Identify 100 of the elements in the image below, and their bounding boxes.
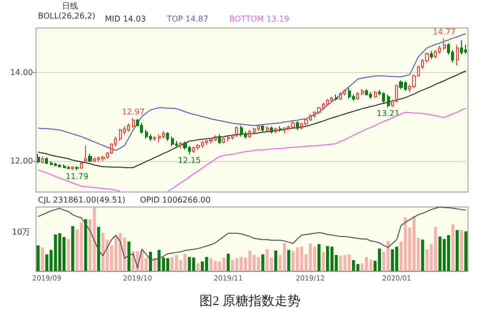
bar [118, 233, 122, 271]
candlestick [84, 144, 87, 162]
bar [256, 256, 260, 271]
candlestick [434, 50, 437, 59]
candlestick [399, 80, 403, 90]
candlestick [356, 92, 359, 100]
candlestick [456, 44, 459, 66]
annotation: 14.77 [432, 28, 456, 37]
bar [451, 224, 454, 271]
candlestick [132, 117, 135, 128]
candlestick [119, 128, 122, 142]
candlestick [37, 153, 40, 164]
candlestick [330, 96, 333, 103]
bar [412, 216, 416, 271]
line-series [38, 70, 466, 168]
text: BOTTOM 13.19 [229, 14, 290, 24]
candlestick [101, 155, 105, 162]
candlestick [54, 162, 57, 167]
y-tick-label: 14.00 [10, 68, 33, 77]
candlestick [296, 120, 299, 130]
candlestick [261, 124, 264, 133]
candlestick [175, 140, 178, 148]
bar [322, 252, 325, 271]
text: OPID 1006266.00 [140, 196, 211, 204]
bar [66, 239, 70, 271]
candlestick [166, 132, 169, 142]
candlestick [218, 134, 221, 145]
bar [222, 258, 226, 271]
candlestick [253, 127, 256, 134]
candlestick [343, 88, 346, 96]
text: MID 14.03 [105, 14, 146, 24]
text: 图2 原糖指数走势 [200, 293, 300, 308]
candlestick [274, 127, 277, 134]
bar [339, 256, 342, 271]
candlestick [162, 130, 165, 140]
candlestick [270, 126, 273, 134]
text: 10万 [12, 228, 30, 236]
candlestick [196, 144, 200, 150]
bar [45, 254, 48, 271]
bar [369, 259, 372, 271]
candlestick [93, 156, 96, 163]
annotation: 13.21 [376, 108, 400, 118]
candlestick [279, 126, 282, 132]
text: TOP 14.87 [166, 14, 208, 24]
text: CJL 231861.00(49.51) [38, 196, 126, 204]
candlestick [63, 164, 66, 169]
candlestick [179, 142, 182, 150]
bar [158, 250, 161, 271]
candlestick [67, 165, 70, 170]
text: BOLL(26,26,2) [38, 12, 96, 20]
candlestick [257, 124, 260, 132]
bar [266, 249, 269, 271]
candlestick [395, 84, 398, 103]
bar [326, 246, 330, 271]
bar [170, 256, 174, 271]
bar [200, 261, 204, 271]
annotation: 11.79 [66, 172, 88, 181]
candlestick [266, 126, 269, 132]
bar [140, 251, 144, 271]
candlestick [88, 153, 92, 162]
candlestick [335, 94, 338, 102]
bar [40, 247, 44, 271]
candlestick [209, 137, 213, 144]
bar [282, 242, 286, 271]
candlestick [365, 88, 368, 96]
candlestick [45, 156, 48, 165]
bar [153, 258, 156, 271]
candlestick [326, 98, 329, 106]
bar [395, 246, 398, 271]
candlestick [460, 40, 463, 56]
bar [460, 230, 464, 271]
bar [192, 258, 196, 271]
bar [226, 254, 230, 271]
text: 日线 [62, 2, 78, 10]
candlestick [291, 120, 295, 129]
bar [214, 260, 217, 271]
bar [240, 256, 243, 271]
candlestick [317, 106, 321, 114]
candlestick [171, 136, 174, 147]
candlestick [50, 160, 53, 166]
candlestick [304, 118, 308, 126]
bar [356, 264, 360, 271]
candlestick [127, 122, 130, 132]
candlestick [248, 129, 251, 138]
annotation: 12.97 [122, 107, 145, 116]
candlestick [283, 126, 286, 134]
candlestick [374, 90, 377, 99]
bar [300, 246, 304, 271]
bar [292, 251, 295, 271]
bar [196, 263, 200, 271]
bar [456, 230, 459, 271]
candlestick [348, 87, 351, 100]
bar [58, 233, 62, 271]
y-tick-label: 12.00 [10, 156, 33, 166]
candlestick [464, 44, 467, 54]
bar [127, 242, 130, 271]
line-series [38, 33, 466, 151]
candlestick [75, 166, 79, 171]
candlestick [369, 91, 372, 100]
bar [166, 258, 170, 271]
